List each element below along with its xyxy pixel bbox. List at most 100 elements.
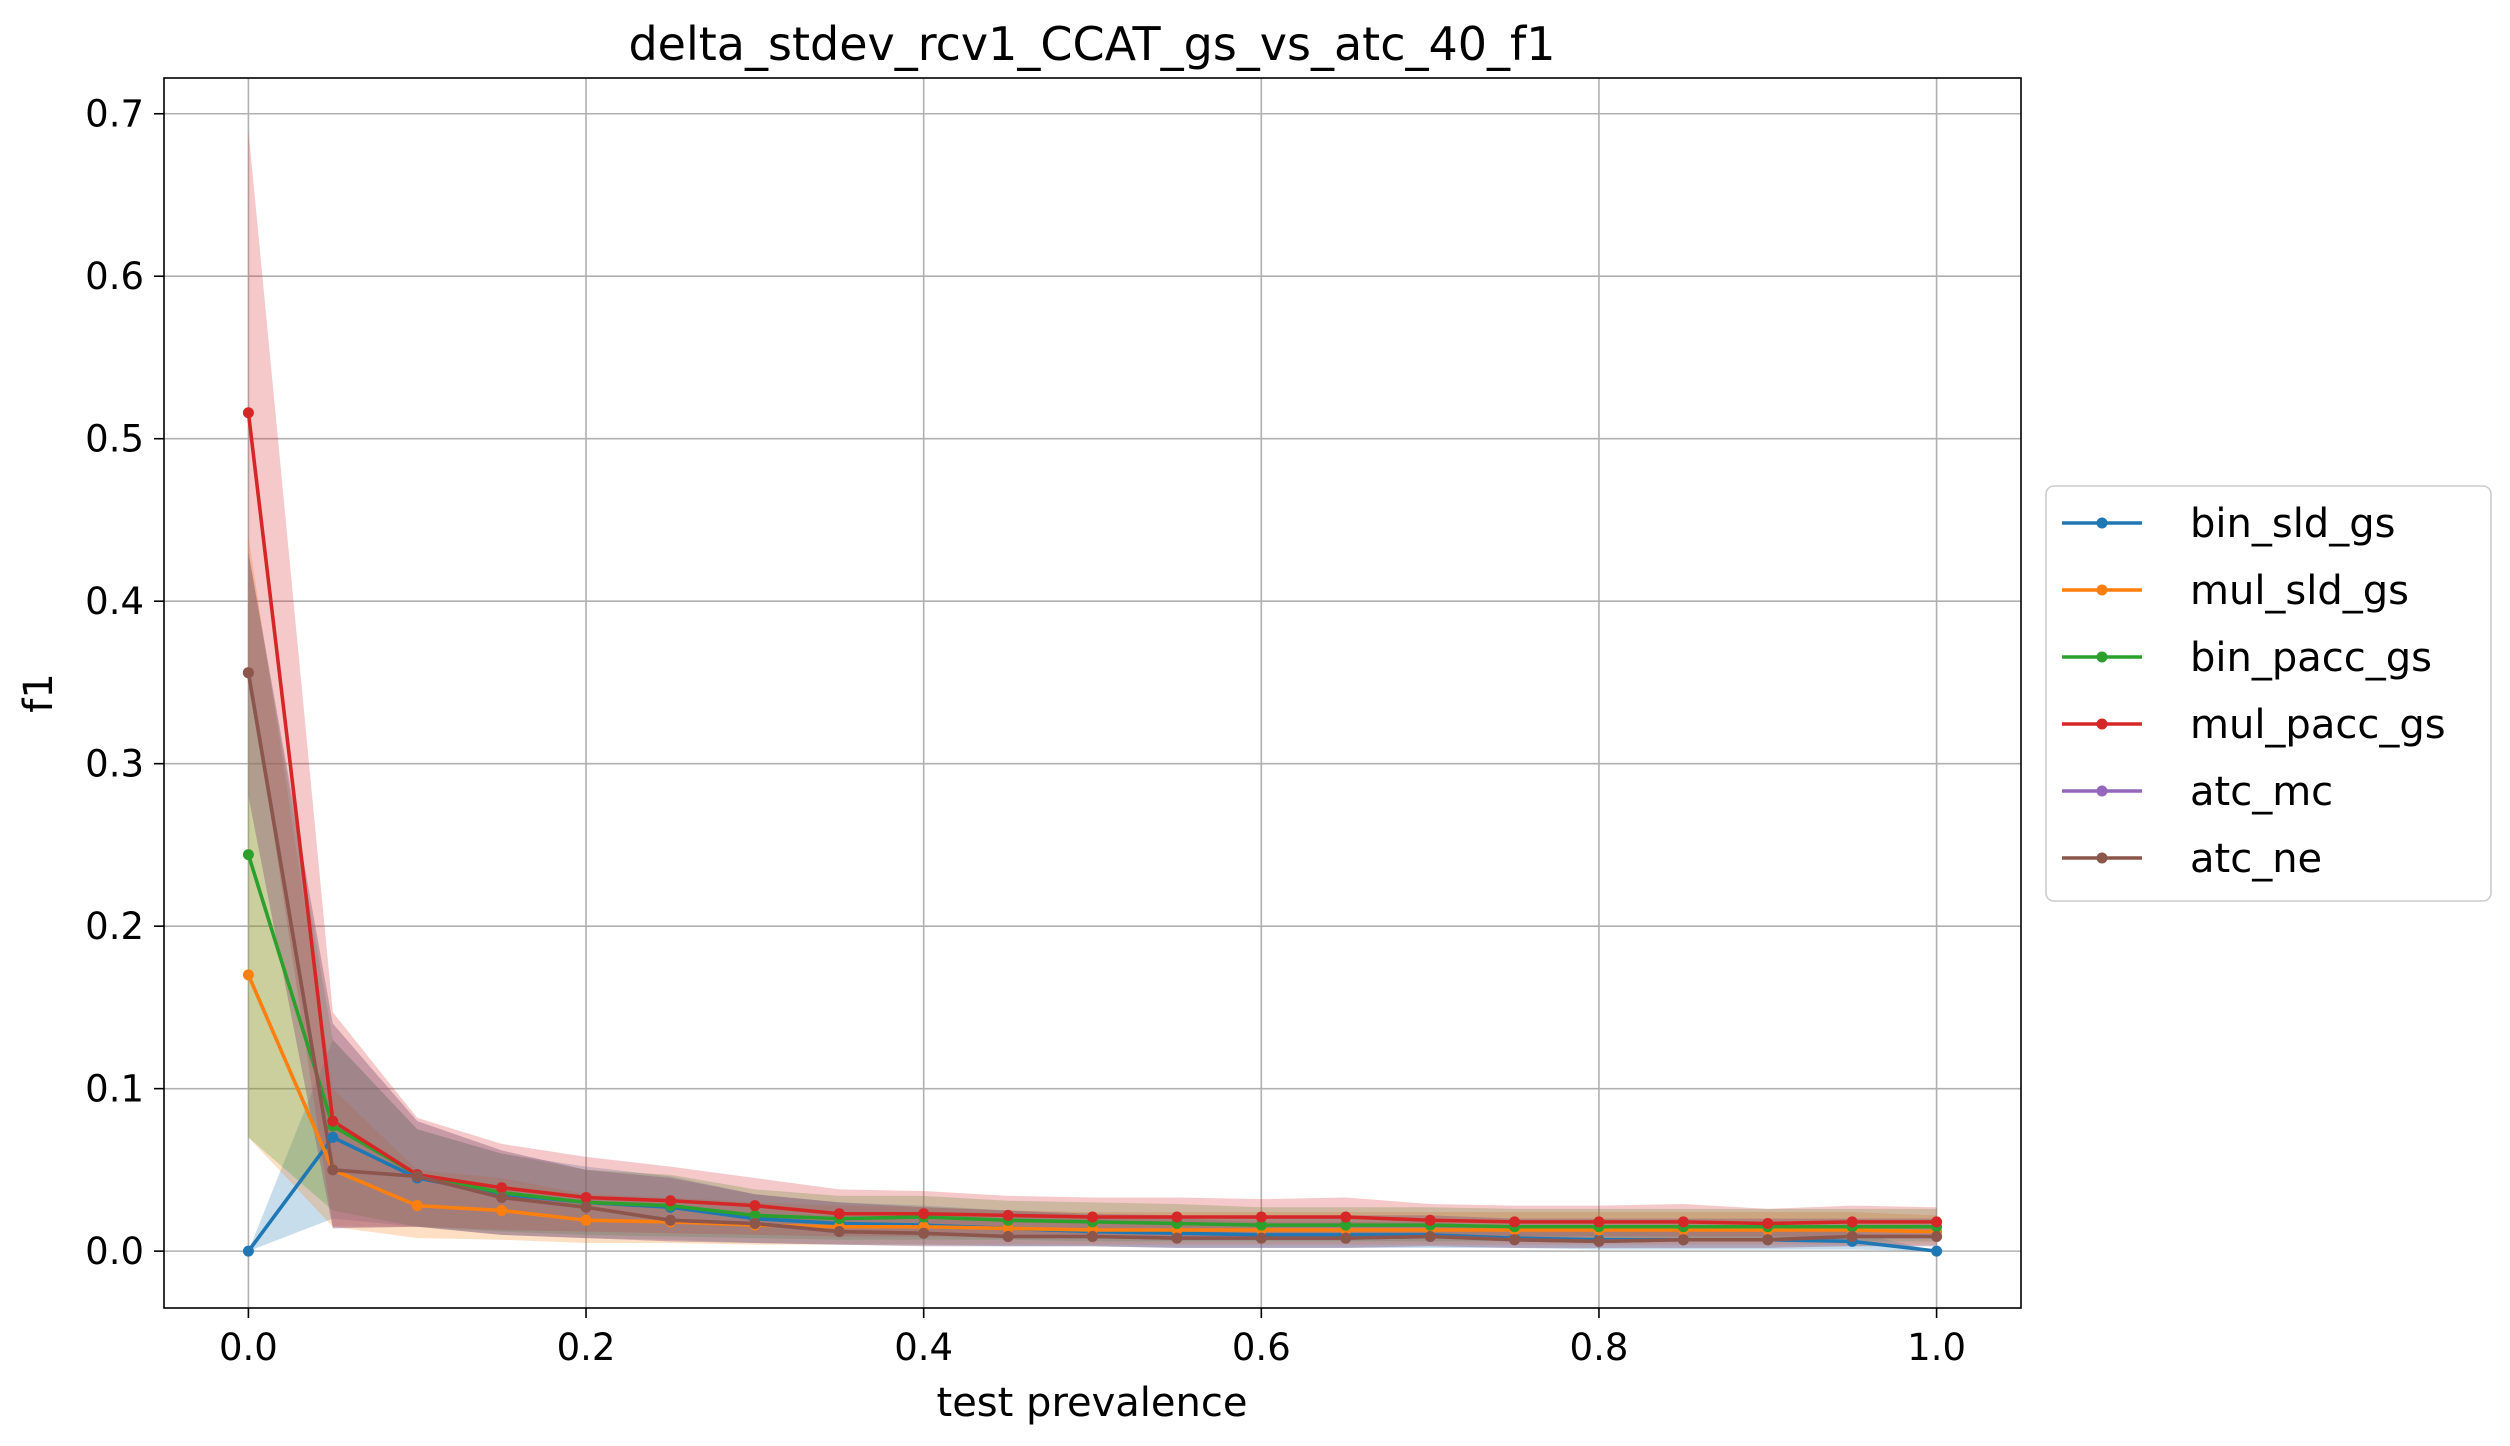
point-atc_ne: [1002, 1231, 1014, 1243]
x-tick-label: 0.4: [894, 1326, 953, 1369]
point-bin_pacc_gs: [242, 849, 254, 861]
point-atc_ne: [1846, 1231, 1858, 1243]
point-atc_ne: [1424, 1231, 1436, 1243]
legend-marker: [2096, 651, 2108, 663]
point-mul_pacc_gs: [1002, 1209, 1014, 1221]
grid-lines: [164, 78, 2021, 1308]
point-mul_pacc_gs: [1762, 1218, 1774, 1230]
point-bin_pacc_gs: [1340, 1219, 1352, 1231]
x-tick-label: 0.8: [1570, 1326, 1629, 1369]
point-atc_ne: [496, 1192, 508, 1204]
legend-label: bin_sld_gs: [2190, 501, 2395, 547]
legend-box: [2045, 485, 2492, 902]
point-atc_ne: [1255, 1232, 1267, 1244]
point-atc_ne: [1593, 1235, 1605, 1247]
x-tick-label: 0.0: [219, 1326, 278, 1369]
legend-item-atc_mc: atc_mc: [2062, 769, 2333, 815]
point-mul_pacc_gs: [1340, 1211, 1352, 1223]
point-mul_pacc_gs: [327, 1115, 339, 1127]
point-atc_ne: [242, 667, 254, 679]
plot-frame: [163, 77, 2022, 1309]
y-tick-label: 0.4: [85, 580, 144, 623]
point-mul_pacc_gs: [1424, 1214, 1436, 1226]
x-tick-label: 1.0: [1907, 1326, 1966, 1369]
point-mul_sld_gs: [580, 1214, 592, 1226]
point-atc_ne: [1931, 1231, 1943, 1243]
y-tick-label: 0.0: [85, 1230, 144, 1273]
y-tick-label: 0.6: [85, 255, 144, 298]
point-bin_sld_gs: [242, 1245, 254, 1257]
y-axis-ticks: 0.0 0.1 0.2 0.3 0.4 0.5 0.6 0.7: [85, 93, 164, 1273]
point-bin_sld_gs: [1931, 1245, 1943, 1257]
band-mul_sld_gs: [248, 536, 1937, 1245]
point-mul_pacc_gs: [664, 1195, 676, 1207]
point-mul_sld_gs: [496, 1205, 508, 1217]
band-atc_ne: [248, 552, 1937, 1248]
y-axis-label: f1: [16, 673, 62, 713]
legend-marker: [2096, 718, 2108, 730]
legend-label: atc_mc: [2190, 769, 2333, 815]
point-mul_pacc_gs: [1509, 1216, 1521, 1228]
series-lines: [246, 412, 1937, 1253]
band-atc_mc: [248, 552, 1937, 1248]
band-bin_pacc_gs: [248, 552, 1937, 1242]
point-mul_pacc_gs: [1931, 1216, 1943, 1228]
point-mul_pacc_gs: [1087, 1211, 1098, 1223]
y-tick-label: 0.7: [85, 93, 144, 136]
point-mul_pacc_gs: [496, 1182, 508, 1194]
legend-item-mul_pacc_gs: mul_pacc_gs: [2062, 702, 2446, 748]
line-mul_pacc_gs: [246, 412, 1937, 1226]
point-mul_pacc_gs: [242, 407, 254, 419]
legend-marker: [2096, 852, 2108, 864]
legend-label: mul_pacc_gs: [2190, 702, 2446, 748]
legend-item-atc_ne: atc_ne: [2062, 836, 2322, 882]
y-tick-label: 0.1: [85, 1068, 144, 1111]
legend-marker: [2096, 584, 2108, 596]
point-atc_ne: [1171, 1232, 1183, 1244]
point-atc_ne: [580, 1201, 592, 1213]
legend-item-bin_pacc_gs: bin_pacc_gs: [2062, 635, 2432, 681]
chart-title: delta_stdev_rcv1_CCAT_gs_vs_atc_40_f1: [628, 17, 1555, 71]
point-mul_sld_gs: [242, 969, 254, 981]
point-mul_pacc_gs: [1593, 1216, 1605, 1228]
std-bands: [248, 129, 1937, 1252]
point-atc_ne: [327, 1164, 339, 1176]
point-mul_sld_gs: [1002, 1222, 1014, 1234]
point-atc_ne: [1762, 1234, 1774, 1246]
legend-item-mul_sld_gs: mul_sld_gs: [2062, 568, 2409, 614]
point-atc_ne: [749, 1218, 761, 1230]
point-mul_sld_gs: [411, 1200, 423, 1212]
point-mul_pacc_gs: [580, 1192, 592, 1204]
point-atc_ne: [411, 1170, 423, 1182]
x-axis-ticks: 0.0 0.2 0.4 0.6 0.8 1.0: [219, 1308, 1966, 1369]
x-tick-label: 0.6: [1232, 1326, 1291, 1369]
point-mul_pacc_gs: [1846, 1216, 1858, 1228]
legend-marker: [2096, 785, 2108, 797]
band-mul_pacc_gs: [248, 129, 1937, 1237]
legend-marker: [2096, 517, 2108, 529]
point-mul_pacc_gs: [918, 1208, 930, 1220]
point-mul_pacc_gs: [1171, 1211, 1183, 1223]
point-mul_pacc_gs: [1255, 1211, 1267, 1223]
legend-label: mul_sld_gs: [2190, 568, 2409, 614]
legend-label: bin_pacc_gs: [2190, 635, 2432, 681]
point-mul_pacc_gs: [833, 1208, 845, 1220]
y-tick-label: 0.2: [85, 905, 144, 948]
point-bin_pacc_gs: [1255, 1219, 1267, 1231]
point-atc_ne: [1509, 1234, 1521, 1246]
point-atc_ne: [1340, 1232, 1352, 1244]
point-atc_ne: [918, 1227, 930, 1239]
y-tick-label: 0.3: [85, 743, 144, 786]
legend-item-bin_sld_gs: bin_sld_gs: [2062, 501, 2395, 547]
x-tick-label: 0.2: [557, 1326, 616, 1369]
point-mul_pacc_gs: [749, 1200, 761, 1212]
point-bin_sld_gs: [327, 1131, 339, 1143]
legend: bin_sld_gs mul_sld_gs bin_pacc_gs mul_pacc_…: [2045, 485, 2492, 902]
point-atc_ne: [1087, 1231, 1098, 1243]
point-atc_ne: [833, 1226, 845, 1238]
point-bin_pacc_gs: [749, 1209, 761, 1221]
point-atc_ne: [1677, 1234, 1689, 1246]
x-axis-label: test prevalence: [937, 1380, 1248, 1426]
series-points: [242, 407, 1943, 1257]
